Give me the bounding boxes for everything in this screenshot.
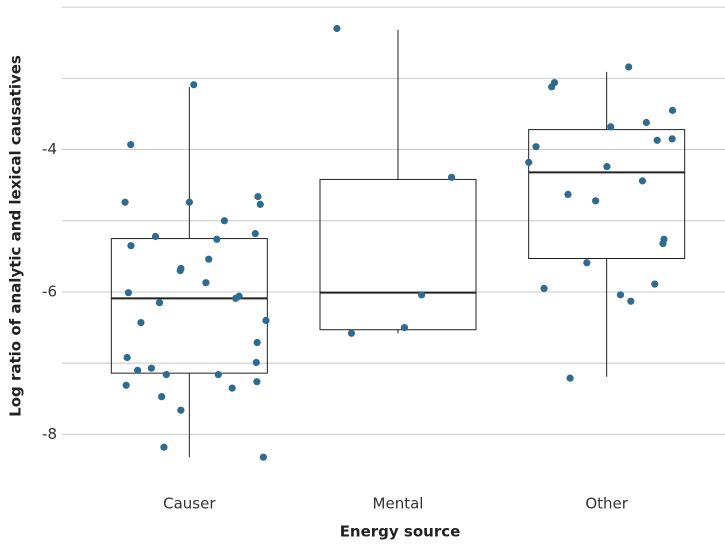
box bbox=[528, 129, 686, 259]
data-point bbox=[162, 370, 170, 379]
x-tick-label: Other bbox=[585, 495, 628, 513]
data-point bbox=[137, 318, 145, 327]
data-point bbox=[525, 158, 533, 166]
data-point bbox=[220, 217, 228, 225]
data-point bbox=[177, 406, 185, 414]
data-point bbox=[127, 140, 135, 149]
data-point bbox=[347, 329, 356, 337]
data-point bbox=[213, 235, 221, 243]
box bbox=[319, 178, 477, 331]
data-point bbox=[616, 291, 625, 299]
y-tick-label: -8 bbox=[42, 425, 57, 443]
data-point bbox=[532, 143, 540, 151]
data-point bbox=[668, 135, 676, 143]
data-point bbox=[603, 163, 611, 171]
data-point bbox=[214, 370, 222, 379]
y-axis-title: Log ratio of analytic and lexical causat… bbox=[7, 55, 25, 417]
data-point bbox=[253, 338, 261, 347]
data-point bbox=[659, 239, 667, 248]
data-point bbox=[147, 364, 156, 372]
data-point bbox=[642, 118, 650, 127]
data-point bbox=[564, 190, 572, 199]
data-point bbox=[121, 198, 129, 206]
data-point bbox=[160, 443, 168, 451]
data-point bbox=[127, 242, 135, 250]
data-point bbox=[638, 177, 647, 185]
data-point bbox=[124, 289, 133, 297]
data-point bbox=[668, 106, 677, 114]
data-point bbox=[400, 323, 409, 332]
data-point bbox=[583, 259, 591, 267]
data-point bbox=[625, 63, 633, 71]
box bbox=[110, 238, 268, 374]
data-point bbox=[418, 291, 426, 299]
data-point bbox=[185, 198, 193, 206]
data-point bbox=[134, 366, 142, 374]
data-point bbox=[252, 358, 260, 367]
data-point bbox=[540, 284, 548, 293]
y-tick-label: -4 bbox=[42, 140, 57, 158]
data-point bbox=[447, 173, 456, 181]
y-tick-label: -6 bbox=[42, 282, 57, 300]
data-point bbox=[205, 255, 213, 263]
data-point bbox=[123, 353, 131, 362]
data-point bbox=[566, 374, 574, 382]
data-point bbox=[232, 294, 240, 302]
data-point bbox=[202, 279, 210, 287]
data-point bbox=[190, 81, 198, 89]
data-point bbox=[151, 232, 160, 241]
data-point bbox=[122, 381, 130, 389]
data-point bbox=[259, 453, 267, 461]
data-point bbox=[253, 378, 261, 386]
data-point bbox=[262, 316, 270, 325]
x-tick-label: Mental bbox=[373, 495, 424, 513]
data-point bbox=[651, 280, 659, 288]
data-point bbox=[592, 197, 600, 205]
x-tick-label: Causer bbox=[163, 495, 216, 513]
data-point bbox=[228, 384, 236, 392]
data-point bbox=[177, 264, 185, 273]
data-point bbox=[256, 200, 264, 208]
data-point bbox=[254, 192, 262, 201]
data-point bbox=[155, 299, 164, 307]
data-point bbox=[548, 83, 556, 91]
data-point bbox=[251, 229, 259, 238]
data-point bbox=[653, 136, 661, 144]
data-point bbox=[627, 297, 635, 305]
data-point bbox=[333, 24, 341, 33]
data-point bbox=[607, 123, 615, 131]
x-axis-title: Energy source bbox=[340, 523, 461, 541]
data-point bbox=[158, 393, 166, 401]
